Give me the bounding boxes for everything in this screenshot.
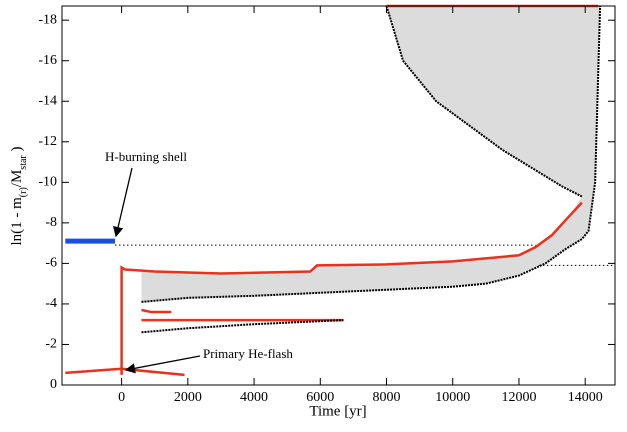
y-tick-label: -10 xyxy=(38,175,57,190)
series-line xyxy=(65,367,185,377)
y-axis-label-part: star xyxy=(18,155,29,170)
y-axis-label-part: (r) xyxy=(18,187,29,197)
x-tick-label: 4000 xyxy=(240,390,268,405)
y-axis-label-part: ln(1 - m xyxy=(9,197,25,246)
annotation: Primary He-flash xyxy=(203,346,293,361)
series-line xyxy=(120,201,583,375)
y-tick-label: -8 xyxy=(45,215,57,230)
y-tick-label: -4 xyxy=(45,296,57,311)
y-tick-label: -12 xyxy=(38,134,57,149)
x-tick-label: 12000 xyxy=(501,390,536,405)
plot-frame xyxy=(61,5,616,386)
series-line xyxy=(141,308,172,314)
series-line xyxy=(141,319,344,334)
x-tick-label: 6000 xyxy=(306,390,334,405)
annotation-arrow xyxy=(113,167,133,238)
x-axis-label: Time [yr] xyxy=(309,403,366,419)
series-line xyxy=(141,5,602,303)
x-tick-label: 10000 xyxy=(435,390,470,405)
x-tick-label: 2000 xyxy=(174,390,202,405)
y-tick-label: 0 xyxy=(50,377,57,392)
annotation: H-burning shell xyxy=(105,149,187,164)
y-tick-label: -2 xyxy=(45,337,57,352)
x-tick-label: 14000 xyxy=(568,390,603,405)
y-tick-label: -14 xyxy=(38,93,57,108)
y-axis-label-part: ) xyxy=(9,146,25,155)
y-tick-label: -18 xyxy=(38,12,57,27)
x-tick-label: 8000 xyxy=(373,390,401,405)
series-line xyxy=(385,5,583,198)
y-axis-label: ln(1 - m(r)/Mstar ) xyxy=(9,146,28,245)
x-tick-label: 0 xyxy=(118,390,125,405)
plot-area xyxy=(62,4,615,386)
y-axis-label-part: /M xyxy=(9,170,25,188)
annotation-arrow xyxy=(124,355,201,374)
y-tick-label: -16 xyxy=(38,53,57,68)
shaded-region xyxy=(141,6,601,302)
y-tick-label: -6 xyxy=(45,256,57,271)
